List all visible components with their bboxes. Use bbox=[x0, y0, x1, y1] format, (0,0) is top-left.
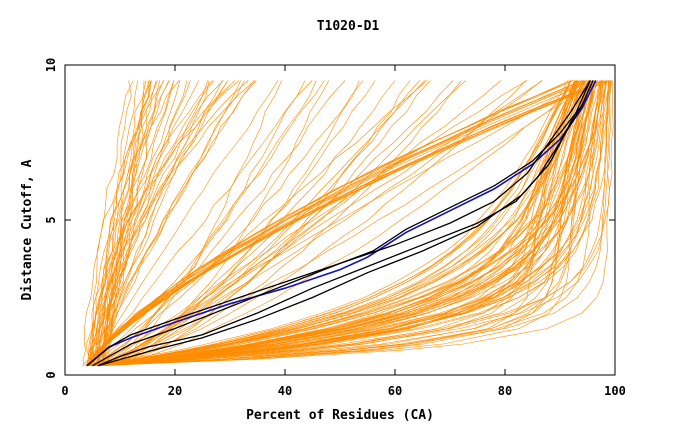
model-curve bbox=[101, 80, 175, 366]
x-tick-label: 20 bbox=[168, 384, 182, 398]
model-curve bbox=[88, 80, 586, 366]
model-curve bbox=[93, 80, 593, 366]
y-tick-label: 5 bbox=[44, 216, 58, 223]
model-curve bbox=[103, 80, 502, 366]
model-curve bbox=[92, 80, 612, 366]
model-curve bbox=[90, 80, 578, 366]
model-curve bbox=[106, 80, 330, 366]
x-tick-label: 40 bbox=[278, 384, 292, 398]
model-curve bbox=[88, 80, 170, 366]
model-curve bbox=[91, 80, 578, 366]
model-curve bbox=[94, 80, 360, 366]
model-curve bbox=[92, 80, 589, 366]
highlighted-model-curves bbox=[86, 80, 597, 367]
model-curve bbox=[103, 80, 249, 366]
model-curve bbox=[110, 80, 282, 366]
model-curve bbox=[112, 80, 543, 366]
model-curve bbox=[92, 80, 601, 366]
model-curve bbox=[93, 80, 454, 366]
model-curve bbox=[97, 80, 571, 366]
model-curve bbox=[97, 80, 571, 366]
model-curve bbox=[86, 80, 604, 366]
model-curve bbox=[86, 80, 150, 366]
model-curve bbox=[102, 80, 590, 366]
model-curve bbox=[89, 80, 611, 366]
model-curve bbox=[93, 80, 542, 366]
axis-ticks: 0 20 40 60 80 100 0 5 10 bbox=[44, 58, 626, 398]
x-tick-label: 60 bbox=[388, 384, 402, 398]
model-curve bbox=[101, 80, 601, 366]
model-curve bbox=[92, 80, 462, 366]
x-tick-label: 0 bbox=[61, 384, 68, 398]
model-curve bbox=[104, 80, 411, 366]
model-curve bbox=[95, 80, 241, 366]
model-curve bbox=[101, 80, 181, 366]
model-curve bbox=[89, 80, 180, 366]
model-curve bbox=[97, 80, 132, 366]
x-tick-label: 80 bbox=[498, 384, 512, 398]
blue-model-line bbox=[86, 80, 597, 367]
black-model-4-line bbox=[97, 80, 594, 367]
model-curve bbox=[104, 80, 584, 366]
model-curve bbox=[100, 80, 223, 366]
model-curve bbox=[97, 80, 599, 366]
model-curve bbox=[107, 80, 426, 366]
orange-model-curves bbox=[82, 80, 614, 366]
model-curve bbox=[88, 80, 175, 366]
model-curve bbox=[102, 80, 600, 366]
model-curve bbox=[99, 80, 577, 366]
model-curve bbox=[100, 80, 596, 366]
model-curve bbox=[95, 80, 596, 366]
black-model-2-line bbox=[92, 80, 591, 367]
model-curve bbox=[98, 80, 603, 366]
model-curve bbox=[85, 80, 210, 366]
model-curve bbox=[86, 80, 325, 366]
model-curve bbox=[96, 80, 151, 366]
model-curve bbox=[95, 80, 612, 366]
model-curve bbox=[93, 80, 376, 366]
model-curve bbox=[97, 80, 597, 366]
model-curve bbox=[97, 80, 572, 366]
chart-title: T1020-D1 bbox=[317, 19, 380, 34]
model-curve bbox=[90, 80, 575, 366]
model-curve bbox=[87, 80, 585, 366]
model-curve bbox=[90, 80, 257, 366]
model-curve bbox=[86, 80, 588, 366]
model-curve bbox=[108, 80, 528, 366]
model-curve bbox=[94, 80, 279, 366]
model-curve bbox=[93, 80, 614, 366]
model-curve bbox=[95, 80, 592, 366]
model-curve bbox=[98, 80, 431, 366]
model-curve bbox=[107, 80, 317, 366]
model-curve bbox=[96, 80, 610, 366]
model-curve bbox=[96, 80, 589, 366]
model-curve bbox=[90, 80, 158, 366]
model-curve bbox=[96, 80, 592, 366]
model-curve bbox=[96, 80, 590, 366]
model-curve bbox=[92, 80, 607, 366]
model-curve bbox=[90, 80, 569, 366]
model-curve bbox=[93, 80, 346, 366]
y-tick-label: 0 bbox=[44, 371, 58, 378]
y-axis-label: Distance Cutoff, A bbox=[20, 159, 35, 300]
y-tick-label: 10 bbox=[44, 58, 58, 72]
black-model-3-line bbox=[97, 80, 591, 367]
model-curve bbox=[100, 80, 588, 366]
x-axis-label: Percent of Residues (CA) bbox=[246, 408, 434, 423]
x-tick-label: 100 bbox=[604, 384, 626, 398]
model-curve bbox=[95, 80, 576, 366]
model-curve bbox=[85, 80, 604, 366]
model-curve bbox=[92, 80, 578, 366]
model-curve bbox=[101, 80, 164, 366]
model-curve bbox=[103, 80, 595, 366]
model-curve bbox=[96, 80, 170, 366]
model-curve bbox=[87, 80, 610, 366]
model-curve bbox=[91, 80, 188, 366]
